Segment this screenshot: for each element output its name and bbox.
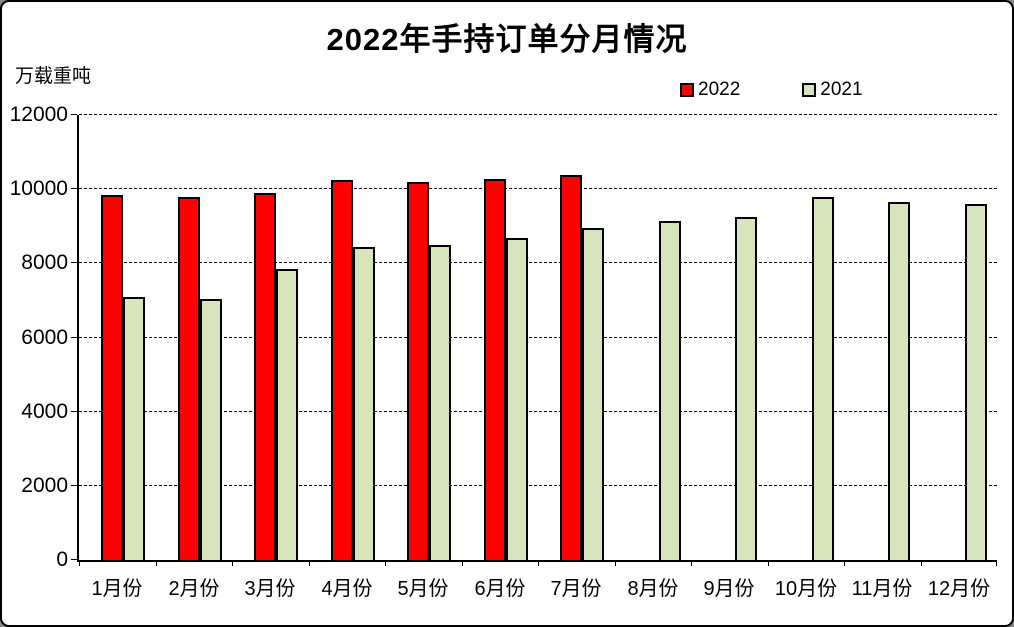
gridline-6000: [79, 336, 997, 338]
x-axis-category-label-11月份: 11月份: [851, 578, 913, 600]
y-axis-tick-mark: [71, 410, 77, 412]
y-axis-tick-mark: [71, 188, 77, 190]
y-axis-tick-mark: [71, 336, 77, 338]
x-axis-tick-mark: [844, 560, 845, 566]
x-axis-tick-mark: [996, 560, 997, 566]
bar-2021-4月份: [353, 247, 375, 560]
gridline-2000: [79, 484, 997, 486]
x-axis-category-label-6月份: 6月份: [474, 578, 526, 600]
bar-2022-7月份: [560, 175, 582, 560]
x-axis-category-label-12月份: 12月份: [927, 578, 991, 600]
x-axis-tick-mark: [462, 560, 463, 566]
x-axis-category-label-10月份: 10月份: [774, 578, 838, 600]
bar-2021-6月份: [506, 238, 528, 560]
x-axis-category-label-4月份: 4月份: [321, 578, 373, 600]
legend-label-2022: 2022: [698, 79, 741, 100]
legend-label-2021: 2021: [820, 79, 863, 100]
y-axis-tick-mark: [71, 484, 77, 486]
x-axis-tick-mark: [768, 560, 769, 566]
x-axis-category-label-7月份: 7月份: [550, 578, 602, 600]
x-axis-category-label-9月份: 9月份: [703, 578, 755, 600]
plot-area: 1月份 2月份 3月份 4月份 5月份 6月份 7月份 8月份 9月份 10月份 11月份 12月份: [77, 114, 997, 600]
gridline-12000: [79, 114, 997, 115]
x-axis-tick-mark: [156, 560, 157, 566]
x-axis-category-label-8月份: 8月份: [627, 578, 679, 600]
legend-item-2022: 2022: [680, 79, 740, 101]
x-axis-category-label-2月份: 2月份: [168, 578, 220, 600]
y-axis-tick-label-4000: 4000: [21, 399, 68, 423]
x-axis-category-label-1月份: 1月份: [91, 578, 143, 600]
y-axis-tick-mark: [71, 114, 77, 115]
bar-2022-3月份: [254, 193, 276, 560]
x-axis-tick-mark: [538, 560, 539, 566]
bar-2021-11月份: [888, 202, 910, 560]
gridline-8000: [79, 262, 997, 264]
y-axis-unit-label: 万载重吨: [15, 66, 92, 87]
bar-2021-10月份: [812, 197, 834, 560]
x-axis-tick-mark: [309, 560, 310, 566]
bar-2022-4月份: [331, 180, 353, 560]
x-axis-tick-mark: [691, 560, 692, 566]
x-axis-tick-mark: [385, 560, 386, 566]
x-axis-tick-mark: [79, 560, 80, 566]
bar-2021-12月份: [965, 204, 987, 560]
bar-2021-5月份: [429, 245, 451, 560]
chart-title: 2022年手持订单分月情况: [326, 22, 688, 57]
x-axis-tick-mark: [615, 560, 616, 566]
bar-2022-5月份: [407, 182, 429, 560]
bar-2021-9月份: [735, 217, 757, 560]
legend-item-2021: 2021: [802, 79, 863, 101]
y-axis-tick-mark: [71, 262, 77, 264]
gridline-10000: [79, 188, 997, 190]
bar-2021-8月份: [659, 221, 681, 560]
gridline-4000: [79, 410, 997, 412]
x-axis-tick-mark: [232, 560, 233, 566]
y-axis-tick-label-10000: 10000: [9, 177, 68, 201]
x-axis-category-label-3月份: 3月份: [244, 578, 296, 600]
y-axis-tick-label-6000: 6000: [21, 325, 68, 349]
bar-2021-3月份: [276, 269, 298, 560]
bar-2021-7月份: [582, 228, 604, 560]
bar-2022-1月份: [101, 195, 123, 560]
y-axis-tick-label-2000: 2000: [21, 473, 68, 497]
y-axis-tick-mark: [71, 559, 77, 560]
y-axis-tick-label-12000: 12000: [9, 103, 68, 126]
chart-legend: 2022 2021: [680, 79, 863, 101]
legend-swatch-2022-icon: [680, 83, 694, 97]
bar-2022-2月份: [178, 197, 200, 560]
bar-2021-1月份: [123, 297, 145, 560]
bar-2022-6月份: [484, 179, 506, 560]
y-axis-tick-label-0: 0: [56, 548, 68, 571]
x-axis-tick-mark: [921, 560, 922, 566]
bar-2021-2月份: [200, 299, 222, 560]
legend-swatch-2021-icon: [802, 83, 817, 97]
y-axis-tick-label-8000: 8000: [21, 251, 68, 275]
x-axis-category-label-5月份: 5月份: [397, 578, 449, 600]
